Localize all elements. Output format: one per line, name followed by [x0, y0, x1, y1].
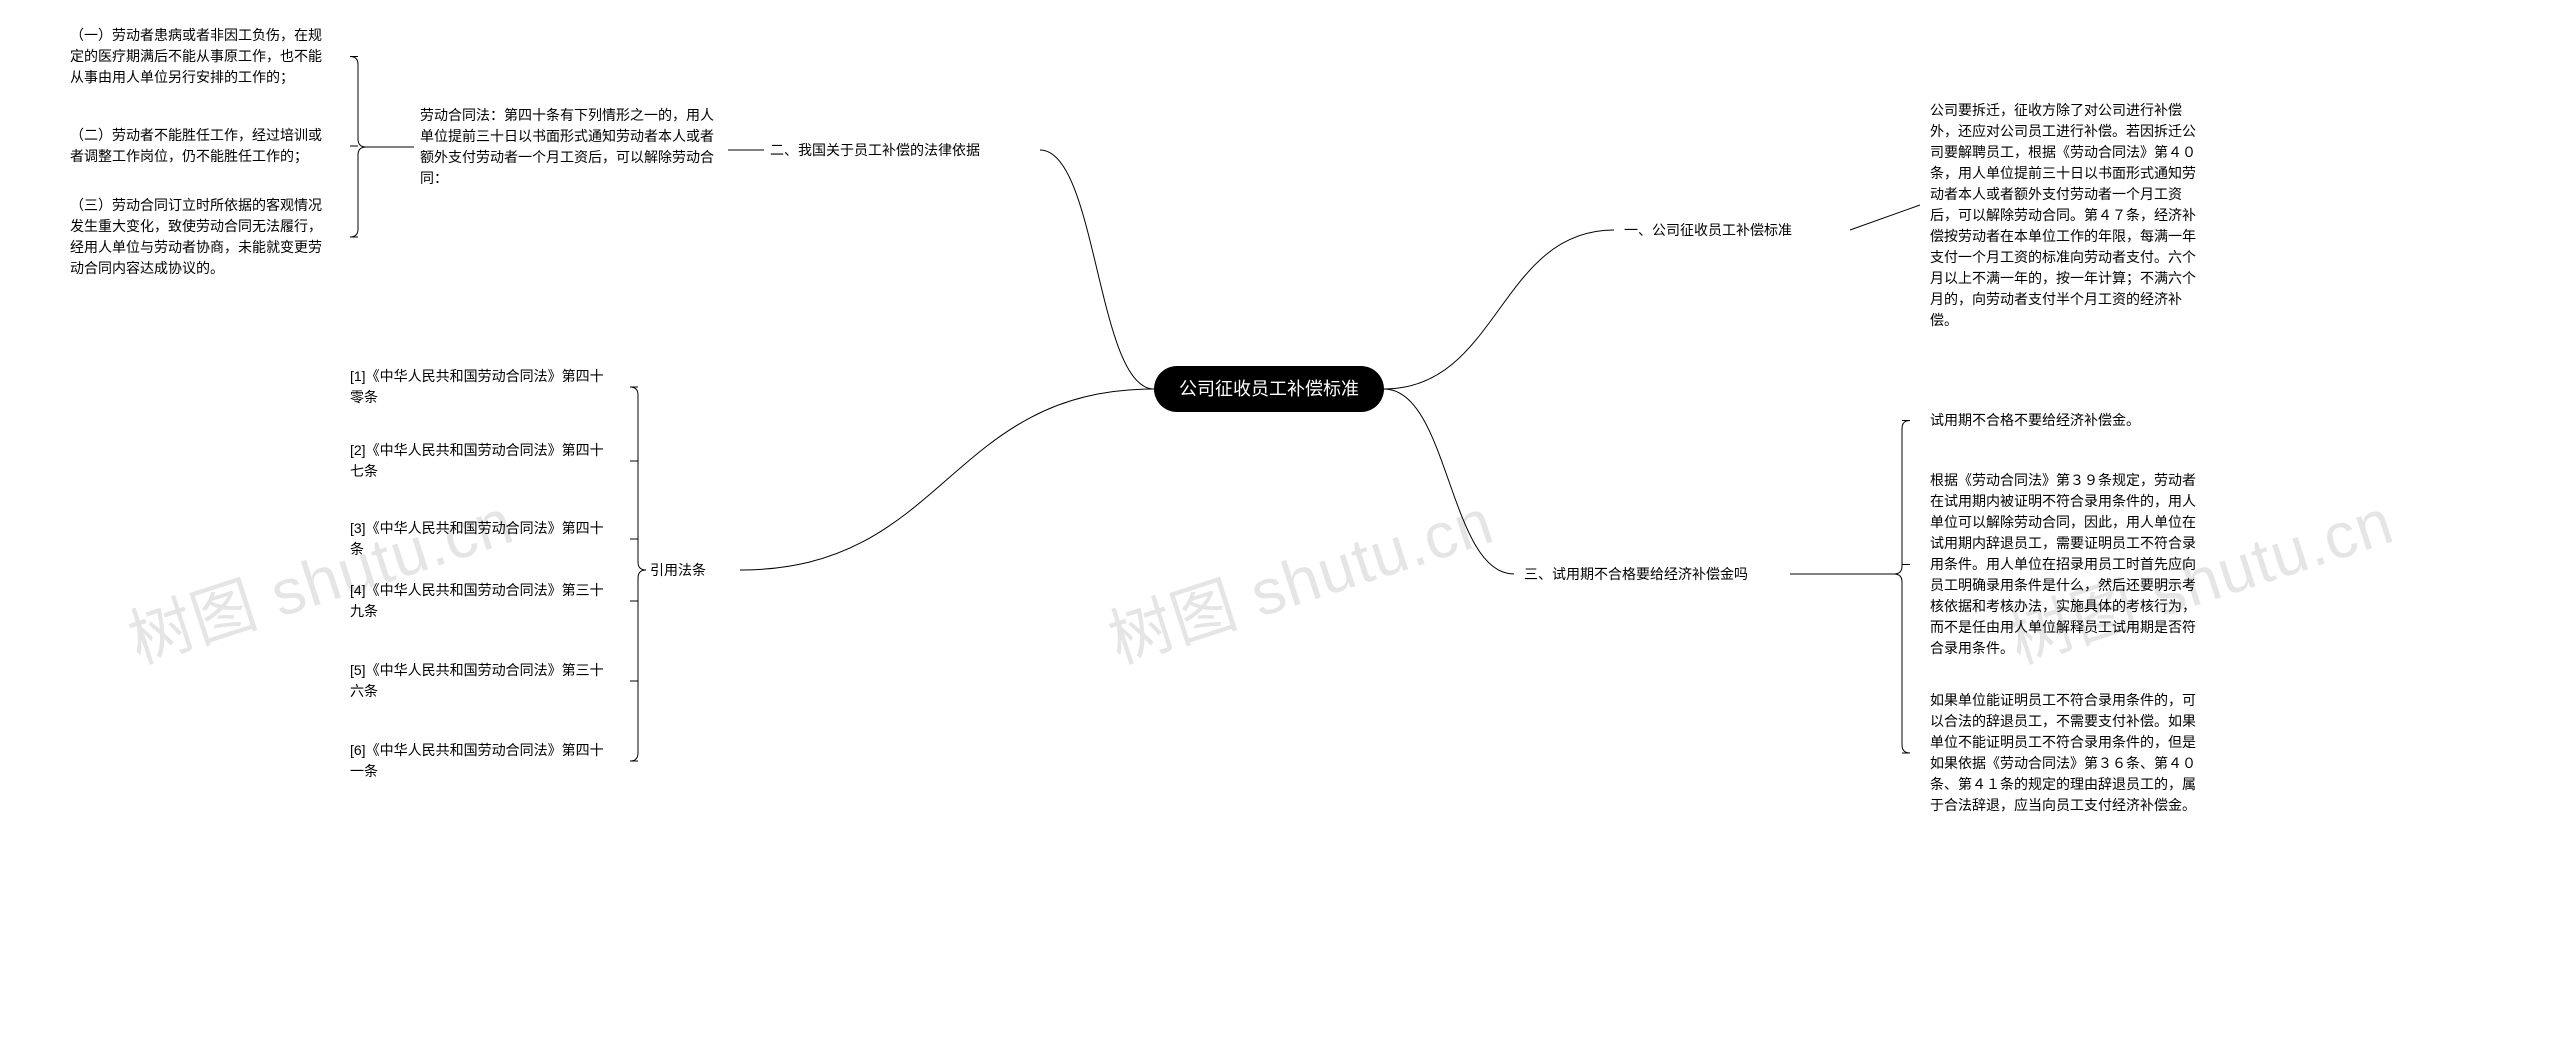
branch-l4: 引用法条	[650, 560, 730, 581]
leaf-l4: [5]《中华人民共和国劳动合同法》第三十六条	[350, 660, 610, 702]
leaf-r3: 根据《劳动合同法》第３９条规定，劳动者在试用期内被证明不符合录用条件的，用人单位…	[1930, 470, 2200, 659]
leaf-r3: 试用期不合格不要给经济补偿金。	[1930, 410, 2200, 431]
branch-l2: 二、我国关于员工补偿的法律依据	[770, 140, 1030, 161]
leaf-r3: 如果单位能证明员工不符合录用条件的，可以合法的辞退员工，不需要支付补偿。如果单位…	[1930, 690, 2200, 816]
leaf-l4: [4]《中华人民共和国劳动合同法》第三十九条	[350, 580, 610, 622]
leaf-l2: （一）劳动者患病或者非因工负伤，在规定的医疗期满后不能从事原工作，也不能从事由用…	[70, 25, 330, 88]
leaf-l4: [1]《中华人民共和国劳动合同法》第四十零条	[350, 366, 610, 408]
leaf-l2: （三）劳动合同订立时所依据的客观情况发生重大变化，致使劳动合同无法履行，经用人单…	[70, 195, 330, 279]
branch-r3: 三、试用期不合格要给经济补偿金吗	[1524, 564, 1784, 585]
leaf-r1: 公司要拆迁，征收方除了对公司进行补偿外，还应对公司员工进行补偿。若因拆迁公司要解…	[1930, 100, 2200, 331]
leaf-l4: [3]《中华人民共和国劳动合同法》第四十条	[350, 518, 610, 560]
branch-r1: 一、公司征收员工补偿标准	[1624, 220, 1844, 241]
leaf-l4: [2]《中华人民共和国劳动合同法》第四十七条	[350, 440, 610, 482]
mid-l2: 劳动合同法：第四十条有下列情形之一的，用人单位提前三十日以书面形式通知劳动者本人…	[420, 105, 720, 189]
leaf-l4: [6]《中华人民共和国劳动合同法》第四十一条	[350, 740, 610, 782]
leaf-l2: （二）劳动者不能胜任工作，经过培训或者调整工作岗位，仍不能胜任工作的；	[70, 125, 330, 167]
root-node: 公司征收员工补偿标准	[1154, 366, 1384, 412]
